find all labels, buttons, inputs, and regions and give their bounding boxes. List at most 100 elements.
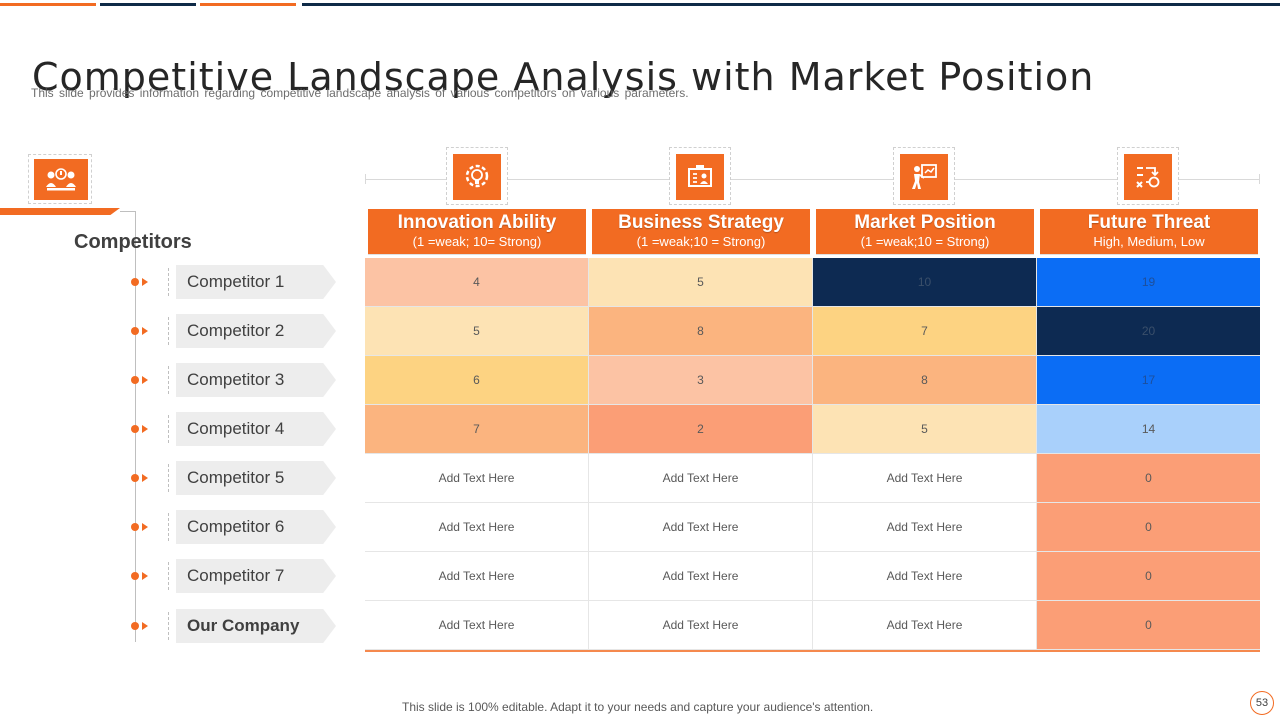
table-row: Add Text Here Add Text Here Add Text Here 0 <box>365 552 1260 601</box>
table-cell: Add Text Here <box>813 503 1037 552</box>
table-cell: Add Text Here <box>813 552 1037 601</box>
competitor-label: Competitor 5 <box>176 461 336 495</box>
table-cell: 8 <box>813 356 1037 405</box>
table-cell: Add Text Here <box>813 454 1037 503</box>
competitor-row: Competitor 1 <box>0 265 340 299</box>
column-header: Future Threat High, Medium, Low <box>1040 209 1258 255</box>
table-cell: 0 <box>1037 601 1260 650</box>
competitors-heading: Competitors <box>74 231 192 253</box>
dashed-divider <box>168 464 173 492</box>
table-cell: Add Text Here <box>813 601 1037 650</box>
top-accent-bar <box>0 3 96 6</box>
table-cell: 20 <box>1037 307 1260 356</box>
column-scale: High, Medium, Low <box>1093 234 1205 249</box>
icon-frame <box>28 154 92 204</box>
competitor-label: Competitor 2 <box>176 314 336 348</box>
column-title: Future Threat <box>1087 212 1211 233</box>
table-cell: 10 <box>813 258 1037 307</box>
footer-note: This slide is 100% editable. Adapt it to… <box>402 700 874 714</box>
competitor-row: Competitor 6 <box>0 510 340 544</box>
column-scale: (1 =weak; 10= Strong) <box>412 234 542 249</box>
table-row: Add Text Here Add Text Here Add Text Here 0 <box>365 601 1260 650</box>
data-table: 4 5 10 19 5 8 7 20 6 3 8 17 7 2 5 14 Add Text Here Add Te… <box>365 258 1260 650</box>
table-cell: 0 <box>1037 552 1260 601</box>
meeting-icon <box>34 159 88 200</box>
bullet-dot-icon <box>131 376 139 384</box>
table-cell: 7 <box>365 405 589 454</box>
dashed-divider <box>168 415 173 443</box>
arrow-right-icon <box>142 327 148 335</box>
top-accent-bar <box>100 3 196 6</box>
bullet-dot-icon <box>131 572 139 580</box>
table-cell: 0 <box>1037 503 1260 552</box>
column-scale: (1 =weak;10 = Strong) <box>860 234 990 249</box>
arrow-right-icon <box>142 425 148 433</box>
bullet-dot-icon <box>131 622 139 630</box>
lightbulb-gear-icon <box>453 154 501 200</box>
table-row: 6 3 8 17 <box>365 356 1260 405</box>
competitor-label: Competitor 4 <box>176 412 336 446</box>
connector-line <box>120 211 136 212</box>
arrow-right-icon <box>142 376 148 384</box>
column-title: Market Position <box>854 212 996 233</box>
table-cell: 4 <box>365 258 589 307</box>
dashed-divider <box>168 366 173 394</box>
table-cell: Add Text Here <box>589 552 813 601</box>
bullet-dot-icon <box>131 523 139 531</box>
table-cell: Add Text Here <box>365 552 589 601</box>
bullet-dot-icon <box>131 474 139 482</box>
table-cell: Add Text Here <box>365 454 589 503</box>
dashed-divider <box>168 317 173 345</box>
top-accent-bar <box>200 3 296 6</box>
table-row: 4 5 10 19 <box>365 258 1260 307</box>
competitor-label: Competitor 3 <box>176 363 336 397</box>
column-header: Innovation Ability (1 =weak; 10= Strong) <box>368 209 586 255</box>
competitor-row: Competitor 5 <box>0 461 340 495</box>
table-cell: 5 <box>365 307 589 356</box>
page-number: 53 <box>1250 691 1274 715</box>
competitor-label: Competitor 1 <box>176 265 336 299</box>
header-tick <box>1259 174 1260 184</box>
table-cell: 8 <box>589 307 813 356</box>
strategy-board-icon <box>676 154 724 200</box>
table-cell: 7 <box>813 307 1037 356</box>
slide-title: Competitive Landscape Analysis with Mark… <box>32 55 1095 100</box>
table-cell: 19 <box>1037 258 1260 307</box>
table-cell: 17 <box>1037 356 1260 405</box>
table-cell: 5 <box>589 258 813 307</box>
top-accent-bar <box>302 3 1280 6</box>
bullet-dot-icon <box>131 278 139 286</box>
table-cell: 3 <box>589 356 813 405</box>
planning-flow-icon <box>1124 154 1172 200</box>
table-row: Add Text Here Add Text Here Add Text Here 0 <box>365 503 1260 552</box>
arrow-right-icon <box>142 622 148 630</box>
dashed-divider <box>168 268 173 296</box>
slide-subtitle: This slide provides information regardin… <box>31 86 689 100</box>
table-bottom-border <box>365 650 1260 652</box>
competitor-row: Competitor 2 <box>0 314 340 348</box>
column-scale: (1 =weak;10 = Strong) <box>636 234 766 249</box>
column-title: Innovation Ability <box>397 212 557 233</box>
arrow-right-icon <box>142 278 148 286</box>
dashed-divider <box>168 513 173 541</box>
competitor-label: Competitor 7 <box>176 559 336 593</box>
competitor-row: Competitor 3 <box>0 363 340 397</box>
table-cell: Add Text Here <box>365 601 589 650</box>
header-connector-line <box>365 179 1260 180</box>
competitor-row: Competitor 4 <box>0 412 340 446</box>
competitor-label: Our Company <box>176 609 336 643</box>
dashed-divider <box>168 612 173 640</box>
table-cell: 6 <box>365 356 589 405</box>
column-header: Business Strategy (1 =weak;10 = Strong) <box>592 209 810 255</box>
table-row: Add Text Here Add Text Here Add Text Here 0 <box>365 454 1260 503</box>
header-tick <box>365 174 366 184</box>
bullet-dot-icon <box>131 425 139 433</box>
table-cell: 5 <box>813 405 1037 454</box>
competitor-row: Competitor 7 <box>0 559 340 593</box>
table-row: 7 2 5 14 <box>365 405 1260 454</box>
table-cell: Add Text Here <box>365 503 589 552</box>
person-presentation-icon <box>900 154 948 200</box>
bullet-dot-icon <box>131 327 139 335</box>
table-cell: 0 <box>1037 454 1260 503</box>
accent-bar <box>0 208 120 215</box>
